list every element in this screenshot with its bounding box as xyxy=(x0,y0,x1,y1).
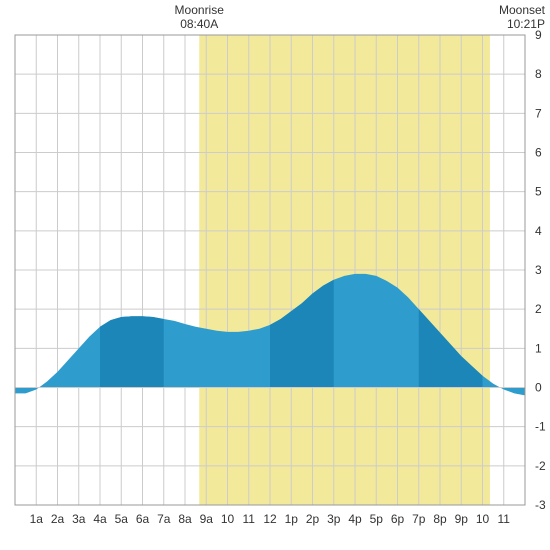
x-tick-label: 10 xyxy=(221,512,235,526)
x-tick-label: 7p xyxy=(412,512,426,526)
moonset-label: Moonset xyxy=(499,3,546,17)
x-tick-label: 9p xyxy=(455,512,469,526)
x-tick-label: 2a xyxy=(51,512,65,526)
x-tick-label: 1a xyxy=(30,512,44,526)
x-tick-label: 8p xyxy=(433,512,447,526)
x-tick-label: 8a xyxy=(178,512,192,526)
x-tick-label: 6p xyxy=(391,512,405,526)
x-tick-label: 5p xyxy=(370,512,384,526)
x-tick-label: 6a xyxy=(136,512,150,526)
x-tick-label: 3p xyxy=(327,512,341,526)
y-tick-label: 2 xyxy=(535,302,542,316)
x-tick-label: 10 xyxy=(476,512,490,526)
moonrise-time: 08:40A xyxy=(180,17,218,31)
x-tick-label: 5a xyxy=(115,512,129,526)
y-tick-label: 6 xyxy=(535,146,542,160)
x-tick-label: 11 xyxy=(498,512,511,526)
x-tick-label: 9a xyxy=(200,512,214,526)
x-tick-label: 1p xyxy=(285,512,299,526)
x-tick-label: 3a xyxy=(72,512,86,526)
x-tick-label: 4a xyxy=(93,512,107,526)
y-tick-label: 1 xyxy=(535,341,542,355)
tide-chart: 1a2a3a4a5a6a7a8a9a1011121p2p3p4p5p6p7p8p… xyxy=(0,0,550,550)
y-tick-label: 5 xyxy=(535,185,542,199)
y-tick-label: -1 xyxy=(535,420,546,434)
x-tick-label: 2p xyxy=(306,512,320,526)
moonrise-label: Moonrise xyxy=(175,3,225,17)
x-tick-label: 11 xyxy=(243,512,256,526)
moonset-time: 10:21P xyxy=(507,17,545,31)
y-tick-label: 4 xyxy=(535,224,542,238)
y-tick-label: 7 xyxy=(535,106,542,120)
y-tick-label: 3 xyxy=(535,263,542,277)
x-tick-label: 4p xyxy=(348,512,362,526)
y-tick-label: -3 xyxy=(535,498,546,512)
y-tick-label: -2 xyxy=(535,459,546,473)
y-tick-label: 0 xyxy=(535,381,542,395)
x-tick-label: 7a xyxy=(157,512,171,526)
x-tick-label: 12 xyxy=(263,512,277,526)
y-tick-label: 8 xyxy=(535,67,542,81)
